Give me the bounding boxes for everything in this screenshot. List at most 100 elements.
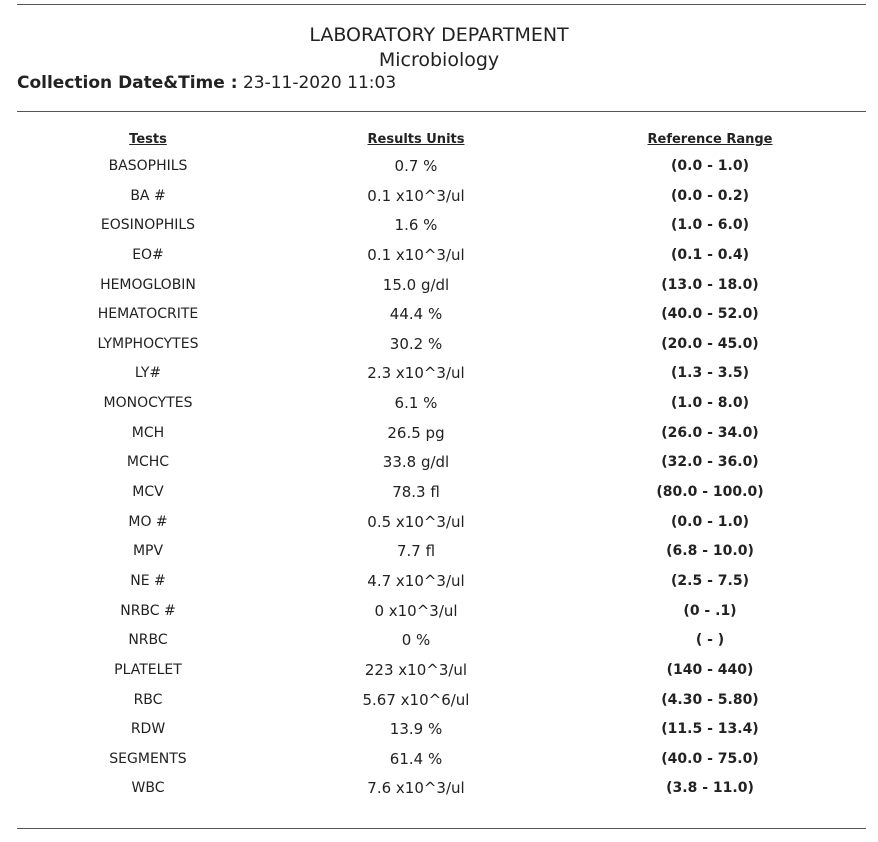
- table-row: MCH 26.5 pg (26.0 - 34.0): [0, 419, 878, 449]
- test-result: 7.7 fl: [396, 542, 436, 561]
- test-name: LY#: [134, 365, 162, 382]
- table-row: MCV 78.3 fl (80.0 - 100.0): [0, 478, 878, 508]
- header-divider: [17, 111, 866, 112]
- test-name: NRBC #: [120, 602, 176, 619]
- collection-datetime: Collection Date&Time : 23-11-2020 11:03: [17, 70, 396, 96]
- collection-value: 23-11-2020 11:03: [242, 73, 397, 93]
- test-name: MO #: [128, 513, 168, 530]
- table-row: RBC 5.67 x10^6/ul (4.30 - 5.80): [0, 686, 878, 716]
- column-header-results: Results Units: [367, 132, 465, 147]
- test-result: 13.9 %: [389, 720, 443, 739]
- test-name: MPV: [132, 543, 164, 560]
- test-result: 33.8 g/dl: [382, 453, 450, 472]
- reference-range: (40.0 - 52.0): [661, 306, 759, 323]
- section-title: Microbiology: [378, 49, 500, 71]
- test-result: 5.67 x10^6/ul: [362, 690, 470, 709]
- reference-range: (11.5 - 13.4): [661, 721, 759, 738]
- test-result: 78.3 fl: [392, 483, 440, 502]
- test-result: 26.5 pg: [387, 423, 445, 442]
- test-name: MCHC: [126, 454, 170, 471]
- table-row: LY# 2.3 x10^3/ul (1.3 - 3.5): [0, 359, 878, 389]
- table-row: HEMATOCRITE 44.4 % (40.0 - 52.0): [0, 300, 878, 330]
- reference-range: ( - ): [695, 632, 725, 649]
- table-row: NRBC # 0 x10^3/ul (0 - .1): [0, 597, 878, 627]
- bottom-divider: [17, 828, 866, 829]
- test-name: NE #: [130, 572, 166, 589]
- reference-range: (20.0 - 45.0): [661, 335, 759, 352]
- reference-range: (3.8 - 11.0): [666, 780, 754, 797]
- table-row: EOSINOPHILS 1.6 % (1.0 - 6.0): [0, 211, 878, 241]
- reference-range: (13.0 - 18.0): [661, 276, 759, 293]
- reference-range: (1.0 - 8.0): [671, 395, 749, 412]
- table-row: SEGMENTS 61.4 % (40.0 - 75.0): [0, 745, 878, 775]
- table-row: HEMOGLOBIN 15.0 g/dl (13.0 - 18.0): [0, 271, 878, 301]
- test-result: 61.4 %: [389, 749, 443, 768]
- reference-range: (0.0 - 1.0): [671, 158, 749, 174]
- test-name: RDW: [130, 721, 166, 738]
- test-name: MCV: [132, 484, 164, 501]
- reference-range: (80.0 - 100.0): [656, 484, 764, 501]
- table-row: LYMPHOCYTES 30.2 % (20.0 - 45.0): [0, 330, 878, 360]
- test-result: 4.7 x10^3/ul: [367, 571, 465, 590]
- table-row: BA # 0.1 x10^3/ul (0.0 - 0.2): [0, 182, 878, 212]
- table-row: EO# 0.1 x10^3/ul (0.1 - 0.4): [0, 241, 878, 271]
- test-result: 44.4 %: [389, 305, 443, 324]
- test-result: 1.6 %: [394, 216, 438, 235]
- test-result: 15.0 g/dl: [382, 275, 450, 294]
- collection-label: Collection Date&Time :: [17, 73, 238, 93]
- table-row: RDW 13.9 % (11.5 - 13.4): [0, 715, 878, 745]
- test-name: HEMATOCRITE: [97, 306, 199, 323]
- reference-range: (1.0 - 6.0): [671, 217, 749, 234]
- table-row: WBC 7.6 x10^3/ul (3.8 - 11.0): [0, 774, 878, 804]
- test-result: 0.5 x10^3/ul: [367, 512, 465, 531]
- test-result: 0.7 %: [394, 157, 438, 175]
- test-name: NRBC: [128, 632, 168, 649]
- results-table: BASOPHILS 0.7 % (0.0 - 1.0) BA # 0.1 x10^3/u…: [0, 152, 878, 804]
- reference-range: (6.8 - 10.0): [666, 543, 754, 560]
- test-result: 0.1 x10^3/ul: [367, 245, 465, 264]
- test-result: 223 x10^3/ul: [364, 660, 468, 679]
- table-row: NRBC 0 % ( - ): [0, 626, 878, 656]
- column-header-reference: Reference Range: [647, 132, 773, 147]
- reference-range: (0.0 - 0.2): [671, 187, 749, 204]
- reference-range: (0 - .1): [683, 602, 737, 619]
- test-result: 2.3 x10^3/ul: [367, 364, 465, 383]
- test-name: MONOCYTES: [103, 395, 193, 412]
- reference-range: (2.5 - 7.5): [671, 572, 749, 589]
- test-name: RBC: [133, 691, 163, 708]
- reference-range: (0.0 - 1.0): [671, 513, 749, 530]
- reference-range: (140 - 440): [666, 661, 754, 678]
- reference-range: (4.30 - 5.80): [661, 691, 759, 708]
- test-name: BASOPHILS: [108, 158, 188, 174]
- table-row: MONOCYTES 6.1 % (1.0 - 8.0): [0, 389, 878, 419]
- test-result: 6.1 %: [394, 394, 438, 413]
- table-row: MPV 7.7 fl (6.8 - 10.0): [0, 537, 878, 567]
- test-name: PLATELET: [114, 661, 182, 678]
- test-name: MCH: [131, 424, 165, 441]
- test-name: HEMOGLOBIN: [100, 276, 196, 293]
- reference-range: (26.0 - 34.0): [661, 424, 759, 441]
- test-result: 0 x10^3/ul: [374, 601, 458, 620]
- reference-range: (1.3 - 3.5): [671, 365, 749, 382]
- test-name: WBC: [131, 780, 165, 797]
- test-result: 0 %: [401, 631, 431, 650]
- table-row: PLATELET 223 x10^3/ul (140 - 440): [0, 656, 878, 686]
- top-divider: [17, 4, 866, 5]
- test-name: EOSINOPHILS: [100, 217, 196, 234]
- column-header-tests: Tests: [129, 132, 167, 147]
- test-result: 30.2 %: [389, 334, 443, 353]
- department-title: LABORATORY DEPARTMENT: [309, 24, 569, 46]
- reference-range: (40.0 - 75.0): [661, 750, 759, 767]
- test-name: SEGMENTS: [109, 750, 187, 767]
- test-name: EO#: [132, 246, 164, 263]
- test-name: LYMPHOCYTES: [97, 335, 199, 352]
- reference-range: (0.1 - 0.4): [671, 246, 749, 263]
- table-row: MO # 0.5 x10^3/ul (0.0 - 1.0): [0, 508, 878, 538]
- table-row: BASOPHILS 0.7 % (0.0 - 1.0): [0, 152, 878, 182]
- test-name: BA #: [130, 187, 166, 204]
- table-row: NE # 4.7 x10^3/ul (2.5 - 7.5): [0, 567, 878, 597]
- test-result: 0.1 x10^3/ul: [367, 186, 465, 205]
- table-row: MCHC 33.8 g/dl (32.0 - 36.0): [0, 448, 878, 478]
- test-result: 7.6 x10^3/ul: [367, 779, 465, 798]
- reference-range: (32.0 - 36.0): [661, 454, 759, 471]
